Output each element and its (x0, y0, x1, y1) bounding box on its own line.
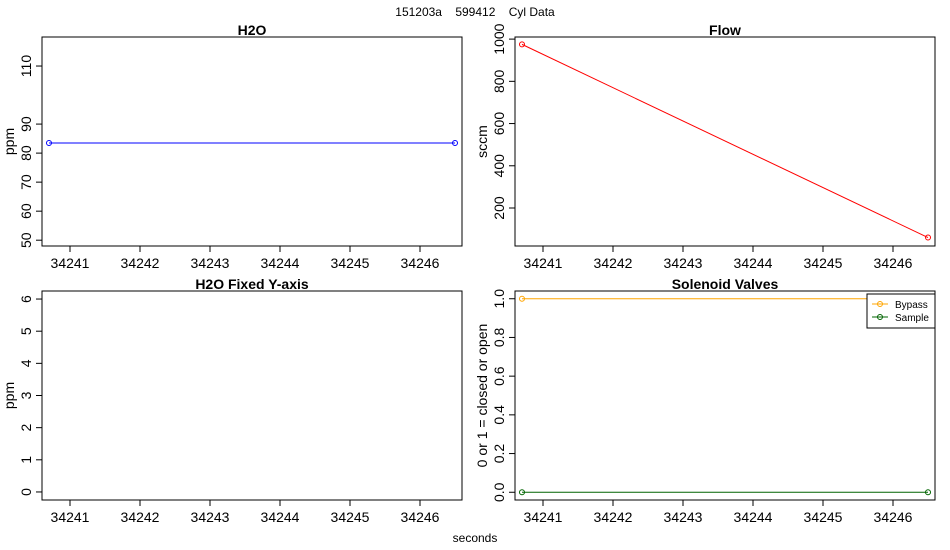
y-tick-label: 600 (491, 112, 507, 136)
legend-entry: Bypass (895, 300, 928, 311)
x-tick-label: 34241 (51, 255, 90, 271)
legend-marker (877, 301, 883, 307)
y-tick-label: 2 (18, 424, 34, 432)
data-point (925, 489, 931, 496)
y-tick-label: 0.4 (491, 405, 507, 425)
x-tick-label: 34245 (804, 255, 843, 271)
y-tick-label: 0.6 (491, 366, 507, 386)
x-tick-label: 34241 (51, 509, 90, 525)
chart-panel-3: H2O Fixed Y-axis 34241 34242 34243 34244 3424… (1, 276, 463, 525)
data-point (46, 139, 52, 146)
y-tick-label: 80 (18, 145, 34, 161)
plot-frame (514, 36, 936, 247)
x-tick-label: 34243 (191, 509, 230, 525)
chart-title: Flow (709, 22, 741, 38)
y-tick-label: 1000 (491, 23, 507, 54)
chart-panel-4: Solenoid Valves 34241 34242 34243 34244 34245… (474, 276, 936, 525)
y-tick-label: 90 (18, 116, 34, 132)
y-tick-label: 800 (491, 69, 507, 93)
x-tick-label: 34244 (734, 509, 773, 525)
series-line-1 (521, 43, 929, 239)
y-tick-label: 70 (18, 174, 34, 190)
y-tick-label: 1.0 (491, 289, 507, 309)
y-tick-label: 0.0 (491, 482, 507, 502)
x-tick-label: 34245 (804, 509, 843, 525)
x-tick-label: 34243 (191, 255, 230, 271)
chart-title: Solenoid Valves (672, 276, 779, 292)
y-tick-label: 0 (18, 488, 34, 496)
data-point (519, 489, 525, 496)
data-point (925, 234, 931, 241)
x-tick-label: 34241 (524, 255, 563, 271)
x-tick-label: 34241 (524, 509, 563, 525)
chart-title: H2O Fixed Y-axis (195, 276, 309, 292)
x-tick-label: 34246 (401, 255, 440, 271)
y-tick-label: 6 (18, 295, 34, 303)
y-tick-label: 0.8 (491, 328, 507, 348)
y-tick-label: 4 (18, 359, 34, 367)
x-tick-label: 34244 (261, 509, 300, 525)
y-axis-label: ppm (1, 382, 17, 409)
y-tick-label: 60 (18, 203, 34, 219)
x-tick-label: 34246 (401, 509, 440, 525)
legend-marker (877, 314, 883, 320)
x-tick-label: 34246 (874, 509, 913, 525)
y-tick-label: 110 (18, 55, 34, 78)
data-point (519, 41, 525, 48)
y-tick-label: 1 (18, 456, 34, 464)
legend-entry: Sample (895, 313, 929, 324)
common-x-axis-label: seconds (452, 531, 498, 545)
x-tick-label: 34242 (121, 255, 160, 271)
y-tick-label: 3 (18, 391, 34, 399)
y-tick-label: 50 (18, 232, 34, 248)
chart-panel-2: Flow 34241 34242 34243 34244 34245 34246 200 400… (474, 22, 936, 271)
x-tick-label: 34244 (734, 255, 773, 271)
chart-panel-1: H2O 34241 34242 34243 34244 34245 34246 50 60 70 8… (1, 22, 463, 271)
x-tick-label: 34242 (594, 509, 633, 525)
x-tick-label: 34243 (664, 509, 703, 525)
y-axis-label: 0 or 1 = closed or open (474, 324, 490, 468)
data-point (519, 295, 525, 302)
page-title: 151203a 599412 Cyl Data (395, 5, 555, 19)
y-axis-label: sccm (474, 125, 490, 158)
plot-frame (41, 36, 463, 247)
chart-title: H2O (238, 22, 267, 38)
data-point (452, 139, 458, 146)
x-tick-label: 34245 (331, 509, 370, 525)
legend-box (866, 293, 936, 329)
x-tick-label: 34245 (331, 255, 370, 271)
y-tick-label: 5 (18, 327, 34, 335)
x-tick-label: 34246 (874, 255, 913, 271)
y-tick-label: 400 (491, 154, 507, 178)
x-tick-label: 34242 (121, 509, 160, 525)
x-tick-label: 34242 (594, 255, 633, 271)
x-tick-label: 34244 (261, 255, 300, 271)
plot-frame (514, 290, 936, 501)
x-tick-label: 34243 (664, 255, 703, 271)
y-tick-label: 0.2 (491, 444, 507, 464)
y-tick-label: 200 (491, 196, 507, 220)
y-axis-label: ppm (1, 128, 17, 155)
plot-frame (41, 290, 463, 501)
